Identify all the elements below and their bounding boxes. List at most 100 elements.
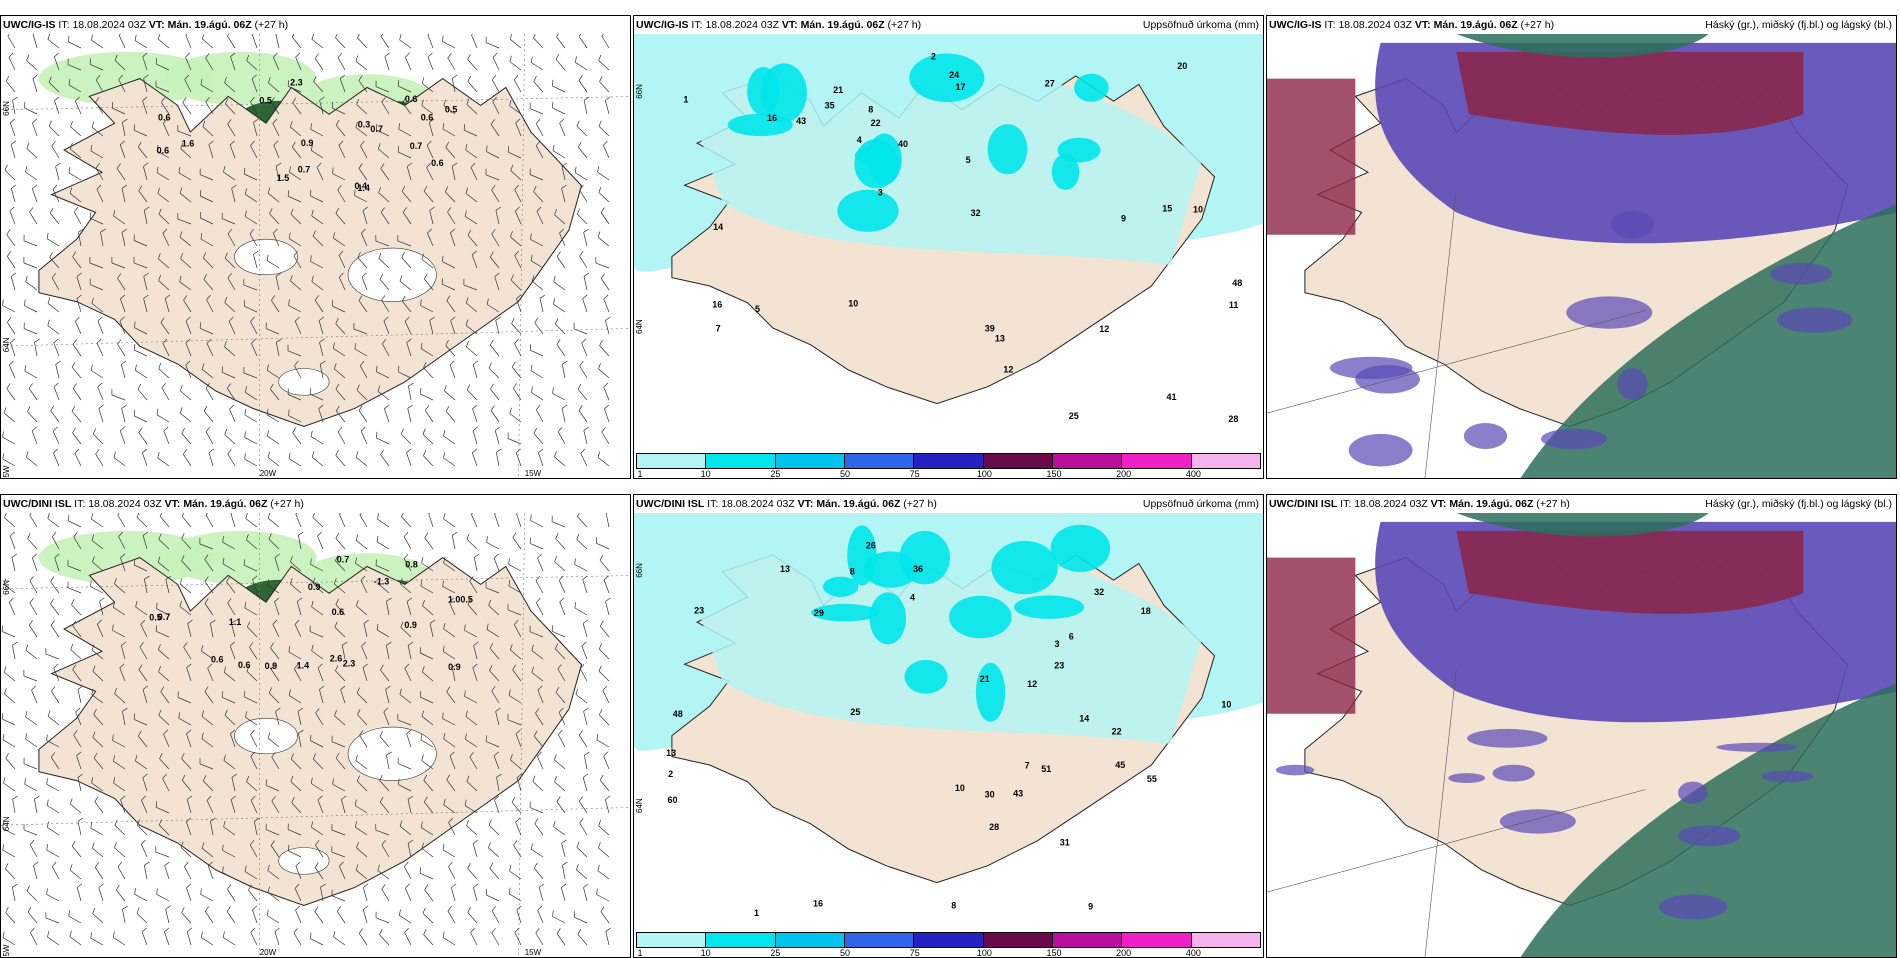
wind-barb-feather — [552, 102, 553, 108]
colorbar-tick: 50 — [840, 949, 850, 958]
value-label: 0.6 — [405, 94, 418, 104]
value-label: 12 — [1027, 679, 1037, 689]
value-label: 39 — [985, 323, 995, 333]
moderate-precip-area — [1014, 595, 1084, 619]
moderate-precip-area — [904, 660, 947, 694]
colorbar-cell — [845, 933, 914, 947]
panel-header: UWC/IG-IS IT: 18.08.2024 03Z VT: Mán. 19… — [634, 16, 1263, 34]
colorbar-cells — [636, 453, 1261, 469]
moderate-precip-area — [837, 190, 898, 232]
value-label: 0.5 — [259, 95, 272, 105]
mid-cloud-patch — [1566, 296, 1652, 328]
value-label: 21 — [980, 674, 990, 684]
moderate-precip-area — [1074, 74, 1109, 102]
moderate-precip-area — [949, 596, 1012, 638]
value-label: 0.6 — [211, 655, 224, 665]
colorbar-cell — [1192, 933, 1260, 947]
mid-cloud-patch — [1678, 782, 1707, 804]
value-label: 9 — [1121, 214, 1126, 224]
value-label: 4 — [857, 135, 862, 145]
glacier — [234, 718, 297, 754]
colorbar-tick: 50 — [840, 470, 850, 479]
value-label: 28 — [1228, 414, 1238, 424]
map-svg: 66N64N5516211091220354139482827434032222… — [634, 34, 1263, 452]
value-label: 4 — [910, 593, 915, 603]
colorbar-cell — [706, 933, 775, 947]
panel-wind-temp-dini: UWC/DINI ISL IT: 18.08.2024 03Z VT: Mán.… — [0, 494, 631, 958]
value-label: 25 — [850, 707, 860, 717]
value-label: 0.6 — [158, 113, 171, 123]
value-label: 36 — [913, 564, 923, 574]
value-label: 2.6 — [330, 654, 343, 664]
map-svg — [1267, 513, 1896, 957]
value-label: 16 — [767, 113, 777, 123]
colorbar-cell — [637, 933, 706, 947]
axis-label: 64N — [2, 337, 11, 352]
value-label: 8 — [868, 104, 873, 114]
value-label: 27 — [1045, 78, 1055, 88]
low-cloud-area — [1267, 558, 1355, 714]
mid-cloud-patch — [1678, 825, 1741, 846]
value-label: 15 — [1162, 204, 1172, 214]
value-label: 1.00.5 — [448, 594, 473, 604]
value-label: 23 — [1054, 660, 1064, 670]
glacier — [234, 239, 297, 275]
value-label: 48 — [1232, 278, 1242, 288]
value-label: 29 — [814, 608, 824, 618]
wind-barb-feather — [377, 366, 378, 372]
value-label: 26 — [866, 541, 876, 551]
value-label: 6 — [1069, 631, 1074, 641]
value-label: 22 — [1112, 727, 1122, 737]
value-label: 51 — [1041, 764, 1051, 774]
colorbar-tick: 1 — [637, 470, 642, 479]
colorbar-tick: 75 — [910, 470, 920, 479]
colorbar-tick: 100 — [977, 470, 992, 479]
axis-label: 20W — [260, 948, 277, 957]
map-area[interactable] — [1267, 34, 1896, 478]
value-label: 32 — [971, 208, 981, 218]
value-label: 48 — [673, 709, 683, 719]
axis-label: 64N — [2, 816, 11, 831]
map-svg: 66N64N1291081328232255484551313026603629… — [634, 513, 1263, 931]
axis-label: 25W — [2, 465, 11, 478]
panel-title: Uppsöfnuð úrkoma (mm) — [1143, 495, 1259, 513]
colorbar-cell — [1122, 933, 1191, 947]
value-label: 41 — [1167, 392, 1177, 402]
mid-cloud-patch — [1617, 368, 1647, 400]
axis-label: 66N — [2, 580, 11, 595]
value-label: -1.3 — [374, 577, 390, 587]
value-label: 1.1 — [229, 617, 242, 627]
value-label: 13 — [666, 748, 676, 758]
value-label: 0.7 — [298, 164, 311, 174]
mid-cloud-patch — [1355, 365, 1420, 394]
axis-label: 20W — [260, 469, 277, 478]
moderate-precip-area — [988, 124, 1028, 174]
value-label: 0.7 — [410, 141, 423, 151]
panel-header: UWC/DINI ISL IT: 18.08.2024 03Z VT: Mán.… — [634, 495, 1263, 513]
value-label: 43 — [796, 116, 806, 126]
panel-clouds-igis: UWC/IG-IS IT: 18.08.2024 03Z VT: Mán. 19… — [1266, 15, 1897, 479]
axis-label: 64N — [635, 798, 644, 813]
value-label: 10 — [1221, 700, 1231, 710]
moderate-precip-area — [1051, 525, 1111, 572]
map-area[interactable] — [1267, 513, 1896, 957]
moderate-precip-area — [854, 139, 898, 188]
colorbar-cell — [1053, 933, 1122, 947]
glacier — [279, 848, 329, 875]
value-label: 10 — [1193, 205, 1203, 215]
wind-barb-feather — [68, 515, 69, 521]
value-label: 17 — [956, 82, 966, 92]
value-label: 0.7 — [370, 124, 383, 134]
moderate-precip-area — [870, 592, 907, 644]
colorbar-tick: 150 — [1046, 470, 1061, 479]
value-label: 0.6 — [421, 113, 434, 123]
value-label: 0.9 — [301, 138, 314, 148]
colorbar-cell — [1122, 454, 1191, 468]
value-label: 0.7 — [337, 555, 350, 565]
